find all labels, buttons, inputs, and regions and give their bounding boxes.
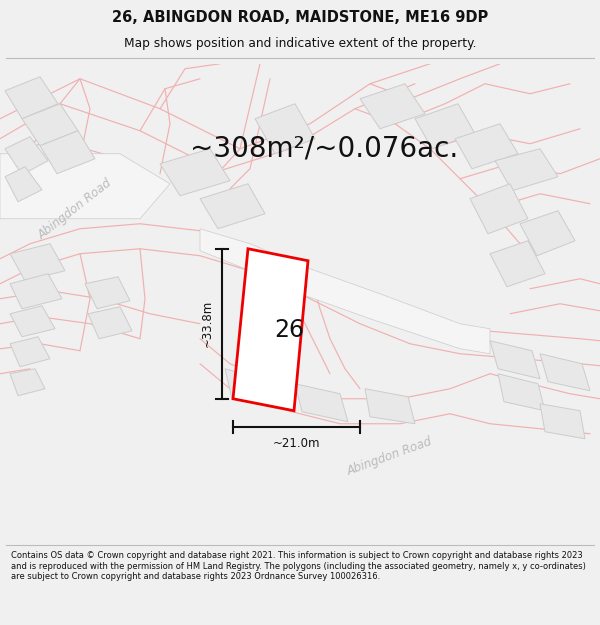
Polygon shape — [295, 384, 348, 422]
Polygon shape — [225, 369, 278, 409]
Polygon shape — [498, 374, 545, 411]
Text: Contains OS data © Crown copyright and database right 2021. This information is : Contains OS data © Crown copyright and d… — [11, 551, 586, 581]
Polygon shape — [10, 369, 45, 396]
Polygon shape — [540, 354, 590, 391]
Polygon shape — [455, 124, 518, 169]
Polygon shape — [88, 307, 132, 339]
Text: 26: 26 — [274, 318, 304, 342]
Polygon shape — [255, 104, 315, 154]
Text: 26, ABINGDON ROAD, MAIDSTONE, ME16 9DP: 26, ABINGDON ROAD, MAIDSTONE, ME16 9DP — [112, 10, 488, 25]
Polygon shape — [10, 306, 55, 337]
Polygon shape — [10, 244, 65, 281]
Polygon shape — [200, 229, 490, 354]
Polygon shape — [495, 149, 558, 191]
Polygon shape — [490, 341, 540, 379]
Polygon shape — [10, 337, 50, 367]
Polygon shape — [0, 154, 170, 219]
Polygon shape — [365, 389, 415, 424]
Text: ~33.8m: ~33.8m — [201, 300, 214, 348]
Polygon shape — [520, 211, 575, 256]
Text: ~308m²/~0.076ac.: ~308m²/~0.076ac. — [190, 135, 458, 162]
Text: Map shows position and indicative extent of the property.: Map shows position and indicative extent… — [124, 37, 476, 49]
Text: Abingdon Road: Abingdon Road — [35, 176, 115, 241]
Polygon shape — [10, 274, 62, 309]
Polygon shape — [22, 104, 78, 146]
Polygon shape — [415, 104, 475, 149]
Polygon shape — [200, 184, 265, 229]
Polygon shape — [5, 137, 48, 175]
Polygon shape — [360, 84, 425, 129]
Polygon shape — [40, 131, 95, 174]
Polygon shape — [470, 184, 528, 234]
Polygon shape — [5, 167, 42, 202]
Polygon shape — [160, 149, 230, 196]
Polygon shape — [233, 249, 308, 411]
Polygon shape — [5, 77, 58, 119]
Polygon shape — [490, 241, 545, 287]
Text: ~21.0m: ~21.0m — [273, 437, 320, 450]
Polygon shape — [540, 404, 585, 439]
Text: Abingdon Road: Abingdon Road — [346, 435, 434, 478]
Polygon shape — [85, 277, 130, 309]
